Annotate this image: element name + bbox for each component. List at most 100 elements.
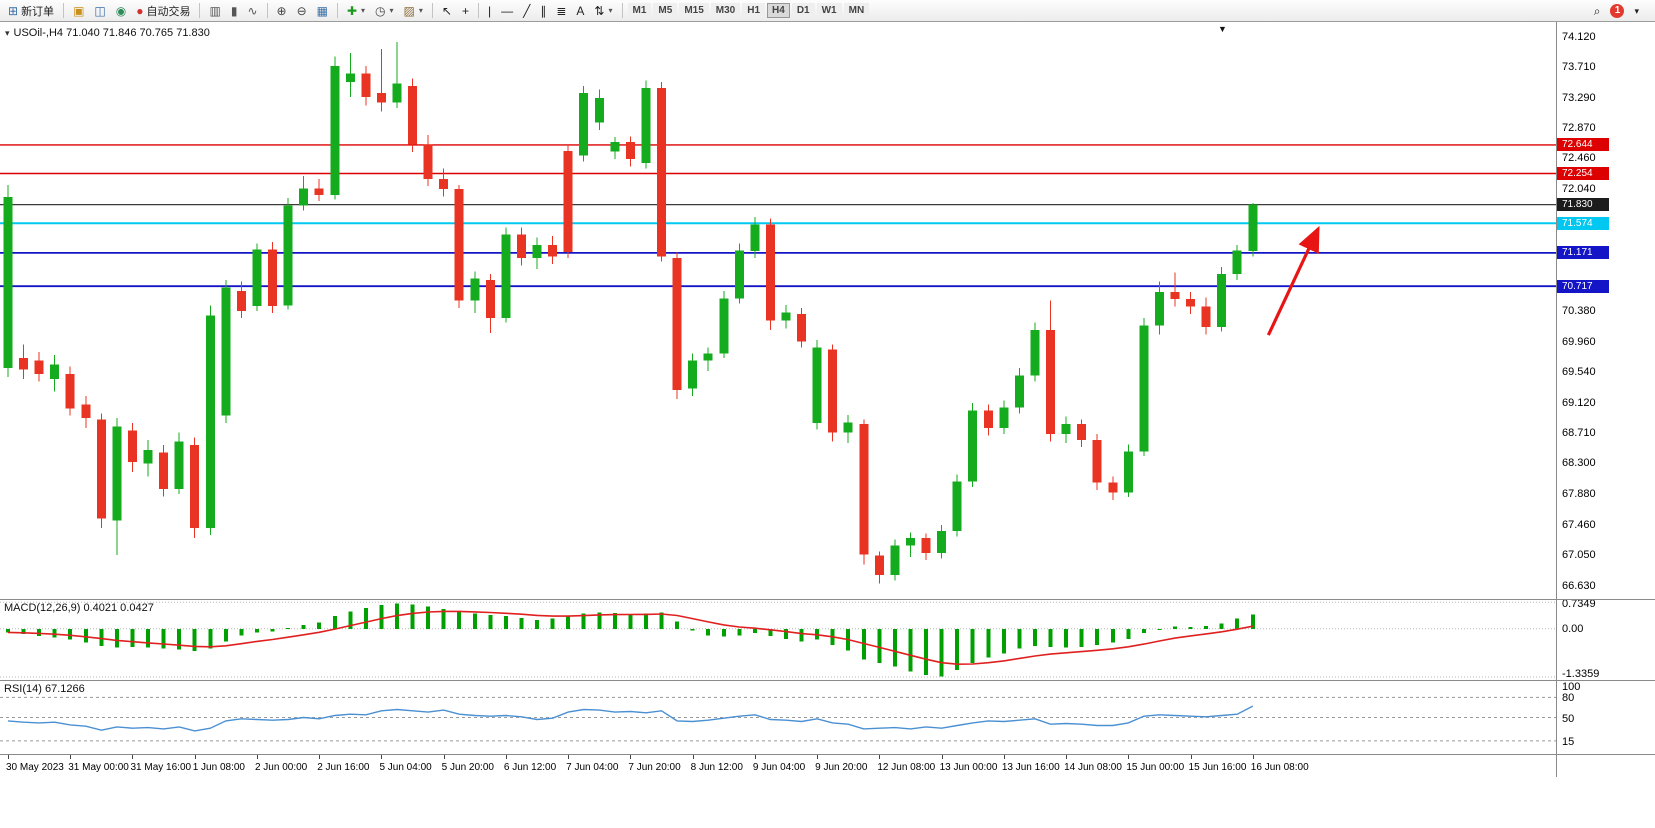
time-axis-tick (381, 755, 383, 759)
notification-badge[interactable]: 1 (1610, 3, 1625, 18)
candlestick-chart-icon: ▮ (230, 3, 238, 18)
rsi-axis-label: 80 (1562, 692, 1575, 705)
price-axis-label: 67.050 (1562, 549, 1596, 561)
navigator-icon: ◉ (115, 3, 127, 18)
pane-splitter[interactable] (0, 599, 1655, 600)
trendline-button[interactable]: ╱ (519, 2, 534, 20)
zoom-in-button[interactable]: ⊕ (273, 2, 291, 20)
time-axis-label: 31 May 16:00 (130, 762, 192, 773)
arrows-icon: ⇅ (594, 3, 605, 18)
rsi-pane[interactable]: RSI(14) 67.1266 (0, 681, 1556, 754)
line-chart-button[interactable]: ∿ (243, 2, 261, 20)
horizontal-line-button[interactable]: — (497, 2, 517, 20)
time-axis-tick (568, 755, 570, 759)
time-axis-label: 5 Jun 20:00 (441, 762, 494, 773)
toolbar-overflow-button[interactable]: ▾ (1630, 2, 1643, 20)
line-chart-icon: ∿ (247, 3, 258, 18)
timeframe-H4[interactable]: H4 (767, 3, 790, 18)
candlestick-chart-button[interactable]: ▮ (227, 2, 242, 20)
trendline-icon: ╱ (523, 3, 531, 18)
time-axis-tick (194, 755, 196, 759)
chevron-down-icon: ▾ (389, 6, 394, 15)
rsi-axis-label: 15 (1562, 735, 1575, 748)
toolbar: ⊞ 新订单 ▣ ◫ ◉ ● 自动交易 ▥ ▮ ∿ ⊕ ⊖ ▦ ✚ ▾ ◷ ▾ ▨ ▾ ↖ + | — ╱ ∥ ≣ A ⇅ ▾ M1 M5 M1… (0, 0, 1655, 22)
navigator-button[interactable]: ◉ (112, 2, 130, 20)
price-tag: 72.644 (1557, 138, 1609, 152)
time-axis-tick (1066, 755, 1068, 759)
new-order-button[interactable]: ⊞ 新订单 (4, 2, 58, 20)
vertical-line-icon: | (487, 3, 492, 18)
zoom-out-button[interactable]: ⊖ (293, 2, 311, 20)
cursor-button[interactable]: ↖ (438, 2, 456, 20)
time-axis-label: 1 Jun 08:00 (192, 762, 245, 773)
search-button[interactable]: ⌕ (1590, 2, 1605, 20)
price-axis-label: 69.120 (1562, 397, 1596, 410)
macd-axis-label: -1.3359 (1562, 667, 1600, 680)
symbol-period-ohlc-text: USOil-,H4 71.040 71.846 70.765 71.830 (13, 27, 210, 39)
time-axis-tick (1252, 755, 1254, 759)
timeframe-M15[interactable]: M15 (679, 3, 709, 18)
bar-chart-button[interactable]: ▥ (205, 2, 224, 20)
time-axis-label: 6 Jun 12:00 (503, 762, 557, 773)
templates-icon: ▨ (403, 3, 415, 18)
time-axis-label: 2 Jun 00:00 (254, 762, 308, 773)
toolbar-group-zoom: ⊕ ⊖ ▦ (272, 2, 333, 20)
indicators-icon: ✚ (346, 3, 358, 18)
timeframe-M30[interactable]: M30 (710, 3, 741, 18)
timeframe-M5[interactable]: M5 (653, 3, 678, 18)
crosshair-button[interactable]: + (458, 2, 473, 20)
text-button[interactable]: A (572, 2, 588, 20)
chevron-down-icon: ▾ (1634, 5, 1639, 16)
tile-windows-button[interactable]: ▦ (313, 2, 332, 20)
time-axis-tick (1003, 755, 1005, 759)
profiles-button[interactable]: ▣ (69, 2, 88, 20)
market-watch-button[interactable]: ◫ (90, 2, 109, 20)
toolbar-group-chart-objects: ✚ ▾ ◷ ▾ ▨ ▾ (342, 2, 428, 20)
tile-windows-icon: ▦ (316, 3, 328, 18)
indicators-button[interactable]: ✚ ▾ (343, 2, 369, 20)
macd-pane[interactable]: MACD(12,26,9) 0.4021 0.0427 (0, 600, 1556, 680)
templates-button[interactable]: ▨ ▾ (400, 2, 427, 20)
time-axis-border (0, 754, 1655, 755)
toolbar-group-chart-type: ▥ ▮ ∿ (204, 2, 262, 20)
arrows-button[interactable]: ⇅ ▾ (590, 2, 616, 20)
time-axis[interactable]: 30 May 2023 31 May 00:00 31 May 16:00 1 Jun… (0, 754, 1655, 778)
profiles-icon: ▣ (73, 3, 85, 18)
time-axis-label: 15 Jun 00:00 (1126, 762, 1185, 773)
toolbar-separator (336, 3, 338, 18)
quick-trade-arrow-icon[interactable]: ▾ (5, 28, 10, 38)
timeframe-W1[interactable]: W1 (816, 3, 842, 18)
autotrading-button[interactable]: ● 自动交易 (132, 2, 194, 20)
text-icon: A (576, 3, 585, 18)
pane-splitter[interactable] (0, 680, 1655, 681)
time-axis-tick (630, 755, 632, 759)
timeframe-H1[interactable]: H1 (742, 3, 766, 18)
time-axis-tick (754, 755, 756, 759)
time-axis-label: 15 Jun 16:00 (1188, 762, 1247, 773)
channel-button[interactable]: ∥ (536, 2, 550, 20)
chart-shift-marker-icon[interactable]: ▼ (1218, 24, 1227, 34)
price-axis-label: 73.290 (1562, 91, 1596, 104)
vertical-line-button[interactable]: | (484, 2, 495, 20)
chart-ohlc-header: ▾ USOil-,H4 71.040 71.846 70.765 71.830 (5, 27, 210, 39)
new-order-button-label: 新订单 (21, 5, 55, 18)
periods-button[interactable]: ◷ ▾ (371, 2, 398, 20)
time-axis-label: 7 Jun 20:00 (628, 762, 681, 773)
time-axis-label: 5 Jun 04:00 (379, 762, 432, 773)
price-pane[interactable]: ▾ USOil-,H4 71.040 71.846 70.765 71.830 (0, 22, 1556, 599)
time-axis-tick (1190, 755, 1192, 759)
timeframe-D1[interactable]: D1 (791, 3, 815, 18)
timeframe-MN[interactable]: MN (843, 3, 870, 18)
new-order-icon: ⊞ (8, 3, 19, 18)
time-axis-tick (505, 755, 507, 759)
time-axis-tick (8, 755, 9, 759)
price-axis-label: 73.710 (1562, 60, 1596, 73)
zoom-in-icon: ⊕ (276, 3, 287, 18)
fibonacci-button[interactable]: ≣ (552, 2, 570, 20)
price-axis-label: 67.880 (1562, 488, 1596, 501)
macd-axis-label: 0.7349 (1562, 598, 1596, 611)
time-axis-label: 7 Jun 04:00 (566, 762, 619, 773)
toolbar-separator (431, 3, 433, 18)
timeframe-M1[interactable]: M1 (627, 3, 652, 18)
chevron-down-icon: ▾ (418, 6, 423, 15)
